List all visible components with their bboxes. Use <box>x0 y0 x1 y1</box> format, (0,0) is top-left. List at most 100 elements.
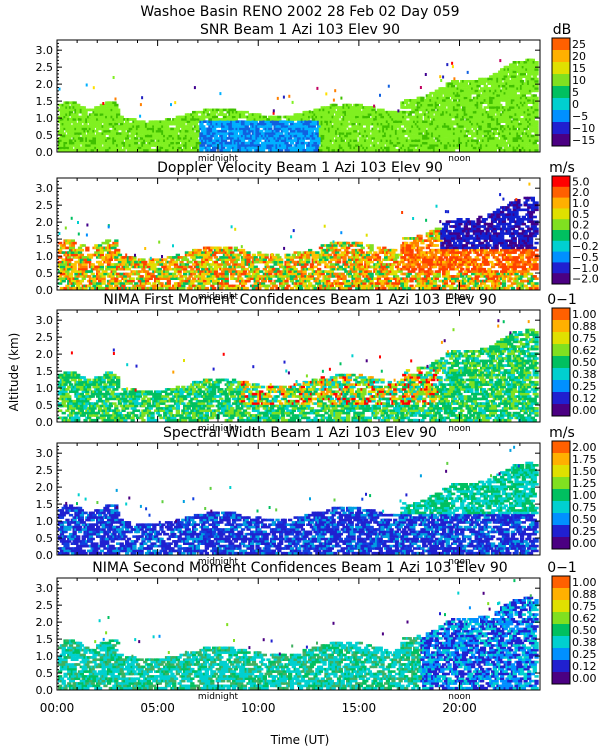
data-cell <box>391 115 396 119</box>
data-cell <box>61 251 66 254</box>
data-cell <box>106 108 112 112</box>
data-cell <box>351 134 356 138</box>
data-cell <box>317 137 322 140</box>
data-cell <box>97 132 103 135</box>
data-cell <box>148 132 153 135</box>
data-cell <box>68 272 74 276</box>
data-cell <box>534 84 539 88</box>
data-cell <box>152 265 157 269</box>
data-cell <box>442 108 447 112</box>
data-cell <box>404 137 409 140</box>
data-cell <box>445 96 450 100</box>
data-cell <box>157 141 162 145</box>
data-cell <box>81 118 86 121</box>
data-cell <box>163 263 168 266</box>
data-cell <box>134 141 139 145</box>
data-cell <box>67 132 72 135</box>
data-cell <box>335 118 340 121</box>
data-cell <box>445 129 450 133</box>
data-cell <box>144 279 150 283</box>
data-cell <box>443 144 449 147</box>
data-cell <box>275 120 280 123</box>
data-cell <box>166 265 171 269</box>
data-cell <box>161 137 166 140</box>
data-cell <box>512 61 517 64</box>
data-cell <box>532 75 537 78</box>
data-cell <box>65 103 70 107</box>
data-cell <box>204 110 209 114</box>
data-cell <box>289 122 295 126</box>
data-cell <box>110 275 115 278</box>
data-cell <box>250 144 255 147</box>
data-cell <box>219 108 224 112</box>
data-cell <box>154 134 159 138</box>
data-cell <box>195 127 200 131</box>
data-cell <box>222 120 228 123</box>
data-cell <box>108 113 113 116</box>
data-cell <box>478 113 483 116</box>
data-cell <box>170 127 175 131</box>
data-cell <box>143 260 148 264</box>
data-cell <box>471 139 476 142</box>
data-cell <box>512 127 517 131</box>
data-cell <box>478 89 483 93</box>
data-cell <box>499 59 502 63</box>
data-cell <box>170 144 175 147</box>
data-cell <box>213 146 219 150</box>
data-cell <box>88 108 94 112</box>
data-cell <box>144 277 150 280</box>
data-cell <box>106 260 112 264</box>
data-cell <box>219 92 222 96</box>
data-cell <box>114 244 119 247</box>
data-cell <box>233 146 238 150</box>
data-cell <box>528 70 534 74</box>
data-cell <box>63 108 68 112</box>
data-cell <box>382 120 387 123</box>
data-cell <box>97 284 103 288</box>
data-cell <box>61 272 66 276</box>
data-cell <box>501 139 507 142</box>
data-cell <box>97 144 103 147</box>
data-cell <box>99 251 104 254</box>
data-cell <box>355 103 360 107</box>
data-cell <box>163 258 168 261</box>
data-cell <box>431 96 436 100</box>
data-cell <box>222 115 228 119</box>
data-cell <box>177 137 182 140</box>
data-cell <box>297 120 302 123</box>
data-cell <box>164 129 170 133</box>
data-cell <box>101 134 106 138</box>
data-cell <box>498 115 503 119</box>
data-cell <box>530 113 535 116</box>
data-cell <box>88 120 94 123</box>
data-cell <box>351 144 356 147</box>
data-cell <box>106 103 112 107</box>
data-cell <box>512 110 517 114</box>
data-cell <box>77 132 83 135</box>
data-cell <box>394 122 400 126</box>
data-cell <box>438 89 443 93</box>
data-cell <box>434 137 439 140</box>
data-cell <box>190 148 195 152</box>
data-cell <box>534 77 539 81</box>
data-cell <box>534 103 539 107</box>
data-cell <box>375 129 380 133</box>
data-cell <box>208 139 213 142</box>
data-cell <box>376 125 382 128</box>
data-cell <box>369 110 374 114</box>
data-cell <box>440 79 443 82</box>
data-cell <box>166 282 171 285</box>
data-cell <box>461 132 467 135</box>
data-cell <box>398 129 403 133</box>
data-cell <box>405 103 411 107</box>
data-cell <box>313 141 318 145</box>
data-cell <box>512 72 517 76</box>
data-cell <box>96 270 101 273</box>
data-cell <box>344 146 349 150</box>
data-cell <box>534 129 539 133</box>
data-cell <box>460 99 465 102</box>
data-cell <box>496 87 501 90</box>
data-cell <box>190 282 195 285</box>
data-cell <box>121 141 126 145</box>
data-cell <box>99 267 104 271</box>
